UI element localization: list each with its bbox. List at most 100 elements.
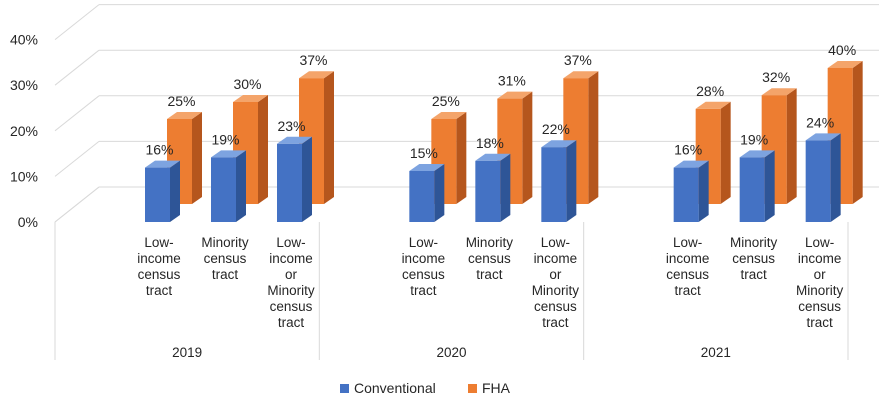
fha-bar-side xyxy=(456,112,467,204)
conventional-bar-label: 18% xyxy=(476,135,504,151)
y-tick-label: 10% xyxy=(10,168,38,184)
category-label: Minority xyxy=(201,235,249,250)
group-label: 2020 xyxy=(436,345,466,360)
fha-bar-label: 40% xyxy=(828,42,856,58)
category-label: or xyxy=(285,267,298,282)
category-label: Minority xyxy=(466,235,514,250)
conventional-bar-top xyxy=(211,150,246,158)
category-label: tract xyxy=(542,315,569,330)
conventional-bar-top xyxy=(145,160,180,168)
conventional-bar-top xyxy=(475,153,511,161)
fha-bar-label: 37% xyxy=(564,52,592,68)
fha-bar-top xyxy=(431,112,467,119)
category-label: income xyxy=(269,251,313,266)
conventional-bar-top xyxy=(409,164,445,171)
group-label: 2021 xyxy=(701,345,731,360)
group-label: 2019 xyxy=(172,345,202,360)
fha-bar-label: 37% xyxy=(299,52,327,68)
category-label: tract xyxy=(278,315,305,330)
category-label: census xyxy=(138,267,181,282)
side-gridline xyxy=(54,49,100,86)
conventional-bar-side xyxy=(236,150,246,222)
category-label: income xyxy=(666,251,710,266)
fha-bar-side xyxy=(258,95,268,204)
conventional-bar xyxy=(211,157,236,222)
conventional-bar-side xyxy=(698,160,709,222)
conventional-bar-label: 24% xyxy=(806,114,834,130)
fha-bar-side xyxy=(522,91,533,204)
category-label: Low- xyxy=(276,235,305,250)
conventional-bar xyxy=(145,167,170,222)
category-label: tract xyxy=(476,267,503,282)
category-label: tract xyxy=(212,267,239,282)
conventional-bar xyxy=(475,160,501,222)
category-label: Low- xyxy=(409,235,438,250)
conventional-bar-side xyxy=(764,150,775,222)
category-label: Low- xyxy=(541,235,570,250)
conventional-bar xyxy=(739,157,765,222)
fha-bar-top xyxy=(761,88,797,96)
category-label: census xyxy=(534,299,577,314)
category-label: census xyxy=(402,267,445,282)
side-gridline xyxy=(54,95,100,132)
category-label: or xyxy=(549,267,562,282)
fha-bar-side xyxy=(786,88,797,204)
category-label: tract xyxy=(410,283,437,298)
conventional-bar-label: 19% xyxy=(740,131,768,147)
conventional-bar xyxy=(277,143,302,222)
fha-bar-label: 31% xyxy=(498,73,526,89)
category-label: Low- xyxy=(805,235,834,250)
legend-swatch xyxy=(468,384,477,393)
conventional-bar-side xyxy=(500,153,511,222)
conventional-bar-label: 16% xyxy=(674,142,702,158)
category-label: Minority xyxy=(532,283,580,298)
conventional-bar-side xyxy=(830,133,841,222)
category-label: Minority xyxy=(730,235,778,250)
category-label: tract xyxy=(146,283,173,298)
y-tick-label: 40% xyxy=(10,32,38,48)
fha-bar-top xyxy=(233,95,268,102)
conventional-bar-side xyxy=(170,160,180,222)
category-label: Low- xyxy=(144,235,173,250)
y-tick-label: 20% xyxy=(10,123,38,139)
category-label: census xyxy=(732,251,775,266)
side-gridline xyxy=(54,141,100,177)
conventional-bar-label: 15% xyxy=(410,145,438,161)
category-label: Minority xyxy=(267,283,315,298)
fha-bar-side xyxy=(588,71,599,204)
conventional-bar xyxy=(805,140,831,222)
conventional-bar-label: 19% xyxy=(211,131,239,147)
category-label: tract xyxy=(807,315,834,330)
category-label: census xyxy=(204,251,247,266)
conventional-bar-top xyxy=(673,160,709,168)
fha-bar-top xyxy=(167,112,202,119)
fha-bar-top xyxy=(827,61,863,68)
conventional-bar-top xyxy=(739,150,775,158)
category-label: census xyxy=(270,299,313,314)
legend-label: Conventional xyxy=(354,380,436,396)
category-label: income xyxy=(798,251,842,266)
fha-bar-side xyxy=(852,61,863,204)
legend-swatch xyxy=(340,384,349,393)
fha-bar-top xyxy=(695,101,731,109)
category-label: census xyxy=(666,267,709,282)
conventional-bar xyxy=(541,147,567,222)
conventional-bar-label: 16% xyxy=(145,142,173,158)
category-label: or xyxy=(814,267,827,282)
fha-bar-side xyxy=(192,112,202,204)
category-label: income xyxy=(534,251,578,266)
category-label: census xyxy=(468,251,511,266)
conventional-bar xyxy=(409,171,435,222)
category-label: tract xyxy=(741,267,768,282)
fha-bar-top xyxy=(299,71,334,79)
fha-bar-label: 25% xyxy=(432,93,460,109)
y-tick-label: 30% xyxy=(10,77,38,93)
fha-bar-top xyxy=(563,71,599,79)
fha-bar-top xyxy=(497,91,533,99)
fha-bar-label: 25% xyxy=(167,93,195,109)
side-gridline xyxy=(54,4,100,40)
legend-label: FHA xyxy=(482,380,511,396)
conventional-bar xyxy=(673,167,699,222)
category-label: Minority xyxy=(796,283,844,298)
